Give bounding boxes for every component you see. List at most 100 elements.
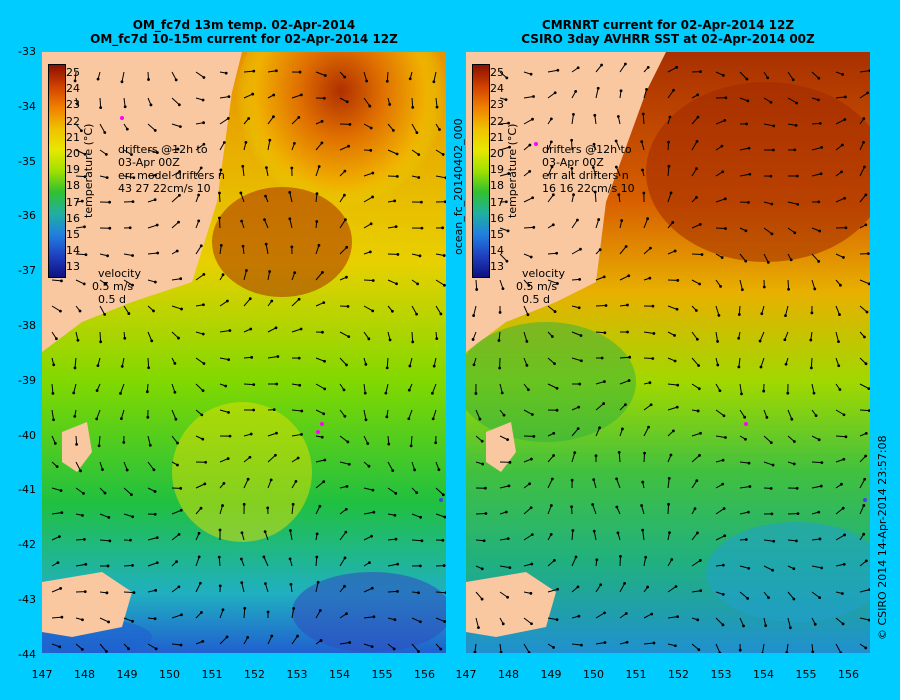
longitude-tick: 155: [795, 668, 817, 681]
velocity-arrow-head: [396, 562, 400, 566]
velocity-arrow: [763, 435, 772, 443]
velocity-arrow-head: [83, 152, 87, 156]
velocity-arrow-head: [385, 415, 389, 419]
velocity-arrow-head: [198, 581, 202, 585]
velocity-arrow-head: [748, 172, 752, 176]
velocity-arrow: [218, 557, 221, 567]
velocity-arrow: [787, 279, 790, 290]
velocity-arrow-head: [669, 191, 673, 195]
velocity-arrow-head: [766, 260, 770, 264]
velocity-arrow: [195, 483, 206, 489]
velocity-arrow-head: [175, 249, 179, 253]
velocity-arrow: [616, 478, 621, 489]
velocity-arrow-head: [252, 408, 256, 412]
left-drifters-line4: 43 27 22cm/s 10: [118, 182, 211, 195]
velocity-arrow: [291, 94, 302, 99]
velocity-arrow: [811, 146, 822, 151]
latitude-tick: -40: [18, 428, 36, 442]
velocity-arrow-head: [550, 335, 554, 338]
colorbar-tick: 19: [66, 163, 80, 177]
velocity-arrow-head: [415, 312, 418, 316]
right-velocity-arrows: [471, 62, 870, 653]
velocity-arrow-head: [270, 634, 274, 638]
velocity-arrow-head: [528, 482, 532, 486]
velocity-arrow: [51, 383, 54, 394]
velocity-arrow-head: [154, 588, 158, 592]
velocity-arrow-head: [411, 340, 415, 344]
velocity-arrow-head: [416, 282, 420, 286]
velocity-arrow: [195, 167, 202, 177]
velocity-arrow-head: [393, 513, 397, 517]
velocity-arrow-head: [345, 484, 349, 488]
velocity-arrow-head: [272, 93, 276, 97]
velocity-arrow: [835, 435, 846, 438]
velocity-arrow-head: [696, 115, 700, 119]
velocity-arrow: [811, 383, 815, 394]
velocity-arrow-head: [627, 274, 631, 278]
velocity-arrow-head: [843, 118, 847, 121]
right-map-svg: [466, 52, 870, 653]
velocity-arrow: [339, 246, 348, 255]
velocity-arrow: [739, 617, 744, 627]
velocity-arrow-head: [698, 282, 702, 286]
velocity-arrow: [435, 513, 446, 518]
velocity-arrow-head: [369, 222, 373, 226]
velocity-arrow-head: [721, 170, 725, 174]
velocity-arrow-head: [153, 198, 157, 202]
velocity-arrow-head: [81, 513, 84, 517]
velocity-arrow: [339, 557, 346, 567]
velocity-arrow-head: [202, 303, 205, 307]
velocity-arrow-head: [130, 153, 133, 156]
velocity-arrow: [810, 357, 813, 368]
velocity-arrow: [51, 409, 55, 420]
velocity-arrow-head: [743, 415, 747, 419]
velocity-arrow-head: [744, 437, 747, 441]
velocity-arrow: [642, 530, 645, 541]
velocity-arrow: [363, 172, 373, 177]
velocity-arrow: [523, 226, 534, 229]
velocity-arrow: [499, 435, 508, 441]
velocity-arrow: [315, 302, 324, 307]
velocity-arrow-head: [504, 510, 508, 514]
velocity-arrow: [499, 227, 509, 232]
velocity-arrow: [219, 357, 229, 361]
velocity-arrow: [75, 123, 82, 132]
velocity-arrow-head: [676, 278, 680, 282]
velocity-arrow-head: [652, 332, 656, 335]
velocity-arrow-head: [785, 651, 789, 653]
velocity-arrow: [411, 539, 422, 542]
velocity-arrow-head: [669, 453, 673, 457]
velocity-arrow-head: [240, 531, 244, 535]
velocity-arrow-head: [299, 327, 303, 331]
velocity-arrow-head: [504, 200, 508, 204]
velocity-arrow-head: [276, 355, 280, 358]
velocity-arrow-head: [150, 339, 154, 343]
velocity-arrow: [811, 485, 822, 489]
velocity-arrow-head: [483, 486, 487, 490]
velocity-arrow-head: [201, 437, 205, 441]
velocity-arrow-head: [411, 106, 415, 109]
velocity-arrow: [387, 279, 397, 285]
velocity-arrow-head: [364, 362, 368, 366]
velocity-arrow: [787, 409, 793, 420]
velocity-arrow-head: [528, 143, 532, 147]
velocity-arrow-head: [525, 339, 529, 343]
velocity-arrow: [243, 93, 253, 99]
velocity-arrow-head: [394, 491, 398, 495]
velocity-arrow-head: [570, 167, 574, 170]
velocity-arrow: [171, 614, 182, 619]
velocity-arrow-head: [297, 297, 301, 301]
velocity-arrow-head: [363, 391, 367, 395]
velocity-arrow-head: [342, 193, 346, 197]
velocity-arrow-head: [506, 595, 510, 599]
velocity-arrow: [147, 331, 153, 342]
velocity-arrow-head: [272, 408, 276, 412]
velocity-arrow-head: [365, 79, 369, 83]
velocity-arrow-head: [179, 643, 183, 647]
velocity-arrow-head: [864, 646, 868, 650]
velocity-arrow-head: [120, 365, 124, 368]
left-drifters-line1: drifters @12h to: [118, 143, 208, 156]
velocity-arrow-head: [296, 456, 300, 460]
colorbar-tick: 25: [66, 66, 80, 79]
velocity-arrow-head: [740, 288, 744, 292]
